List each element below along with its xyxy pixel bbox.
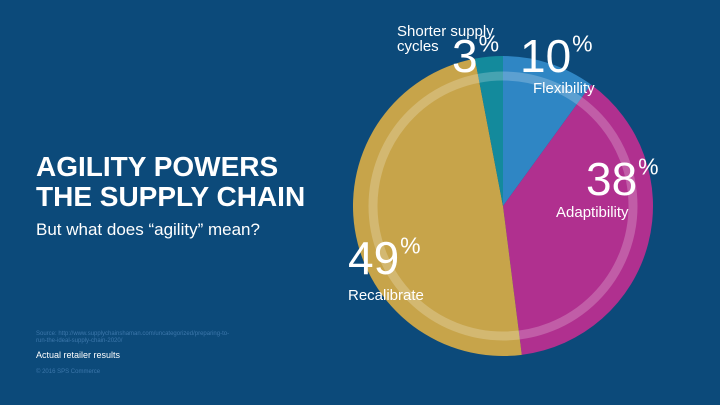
- percent-symbol-recalibrate: %: [400, 232, 420, 258]
- percent-symbol-flexibility: %: [572, 30, 592, 56]
- pie-slice-adaptibility: [503, 84, 654, 355]
- pie-slice-flexibility: [503, 56, 592, 206]
- pie-slice-recalibrate: [352, 58, 522, 357]
- category-label-recalibrate: Recalibrate: [348, 287, 424, 304]
- category-label-shorter-supply-cycles-line-1: Shorter supply: [397, 23, 494, 40]
- data-label-flexibility: 10: [520, 30, 571, 82]
- slide-title-line-1: AGILITY POWERS: [36, 151, 279, 182]
- copyright: © 2016 SPS Commerce: [36, 369, 101, 375]
- percent-symbol-shorter-supply-cycles: %: [479, 30, 499, 56]
- slide-title-line-2: THE SUPPLY CHAIN: [36, 181, 306, 212]
- category-label-adaptibility: Adaptibility: [556, 204, 629, 221]
- slide-subtitle: But what does “agility” mean?: [36, 220, 260, 239]
- data-label-shorter-supply-cycles: 3: [452, 30, 478, 82]
- source-link[interactable]: Source: http://www.supplychainshaman.com…: [36, 331, 230, 344]
- data-label-recalibrate: 49: [348, 232, 399, 284]
- pie-slice-shorter-supply-cycles: [474, 56, 503, 206]
- category-label-flexibility: Flexibility: [533, 80, 595, 97]
- pie-highlight-ring: [368, 71, 638, 341]
- footnote: Actual retailer results: [36, 350, 121, 360]
- percent-symbol-adaptibility: %: [638, 153, 658, 179]
- slide-title: AGILITY POWERS THE SUPPLY CHAIN: [36, 152, 305, 212]
- category-label-shorter-supply-cycles-line-2: cycles: [397, 38, 439, 55]
- data-label-adaptibility: 38: [586, 153, 637, 205]
